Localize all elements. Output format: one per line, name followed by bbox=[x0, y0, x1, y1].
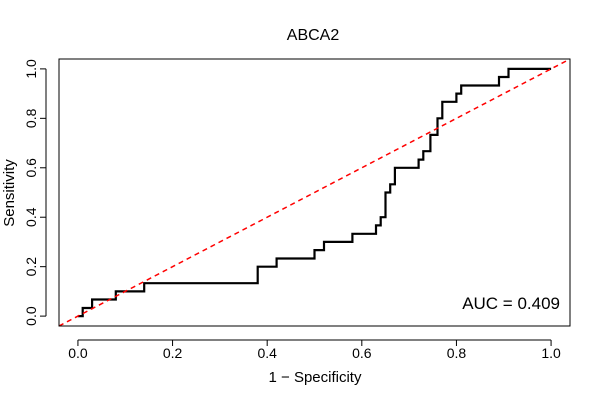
x-tick-label: 0.2 bbox=[163, 345, 183, 361]
x-tick-label: 0.6 bbox=[352, 345, 372, 361]
y-axis-label: Sensitivity bbox=[1, 159, 18, 227]
x-axis-label: 1 − Specificity bbox=[269, 369, 362, 386]
x-tick-label: 0.0 bbox=[68, 345, 88, 361]
y-tick-label: 1.0 bbox=[23, 59, 39, 79]
chart-title: ABCA2 bbox=[287, 27, 340, 44]
chance-diagonal-line bbox=[58, 58, 571, 327]
x-tick-label: 1.0 bbox=[541, 345, 561, 361]
roc-curve-line bbox=[77, 67, 552, 318]
x-tick-label: 0.8 bbox=[447, 345, 467, 361]
y-tick-label: 0.2 bbox=[23, 257, 39, 277]
x-tick-label: 0.4 bbox=[257, 345, 277, 361]
y-tick-label: 0.8 bbox=[23, 108, 39, 128]
auc-annotation: AUC = 0.409 bbox=[462, 294, 560, 313]
y-tick-label: 0.6 bbox=[23, 158, 39, 178]
y-tick-label: 0.0 bbox=[23, 306, 39, 326]
plot-frame bbox=[58, 58, 571, 327]
y-tick-label: 0.4 bbox=[23, 207, 39, 227]
